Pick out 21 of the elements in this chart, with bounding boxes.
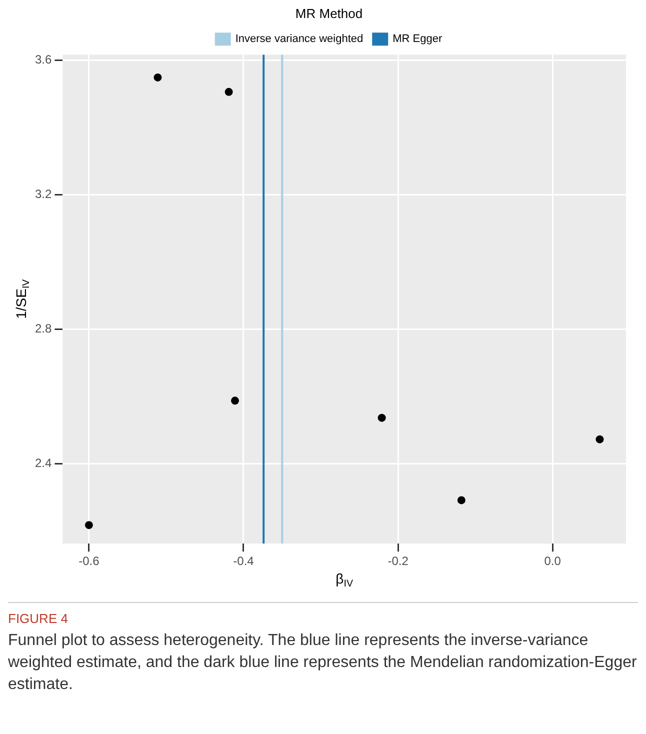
x-tick-label: -0.6	[78, 554, 100, 568]
y-axis-title: 1/SEIV	[12, 278, 32, 319]
y-tick-label: 3.6	[34, 52, 52, 67]
text: Funnel plot to assess heterogeneity. The blue line represents the inverse-variance weighted estimate, and the dark blue line represents the Mendelian randomization-Egger estimate.	[8, 631, 638, 695]
point	[224, 88, 233, 96]
point	[378, 414, 386, 422]
y-tick-label: 2.4	[34, 456, 52, 470]
caption: FIGURE 4	[8, 611, 69, 626]
point	[231, 396, 239, 405]
point	[154, 73, 162, 82]
point	[457, 496, 466, 504]
x-tick-label: 0.0	[544, 554, 562, 568]
point	[596, 435, 604, 444]
y-tick-label: 3.2	[34, 187, 52, 202]
legend-title: MR Method	[295, 6, 363, 22]
x-tick-label: -0.2	[388, 554, 409, 568]
y-tick-label: 2.8	[34, 322, 52, 336]
x-tick-label: -0.4	[233, 554, 254, 568]
point	[84, 521, 93, 530]
legend-label: MR Egger	[392, 33, 442, 46]
legend-label: Inverse variance weighted	[235, 33, 364, 46]
